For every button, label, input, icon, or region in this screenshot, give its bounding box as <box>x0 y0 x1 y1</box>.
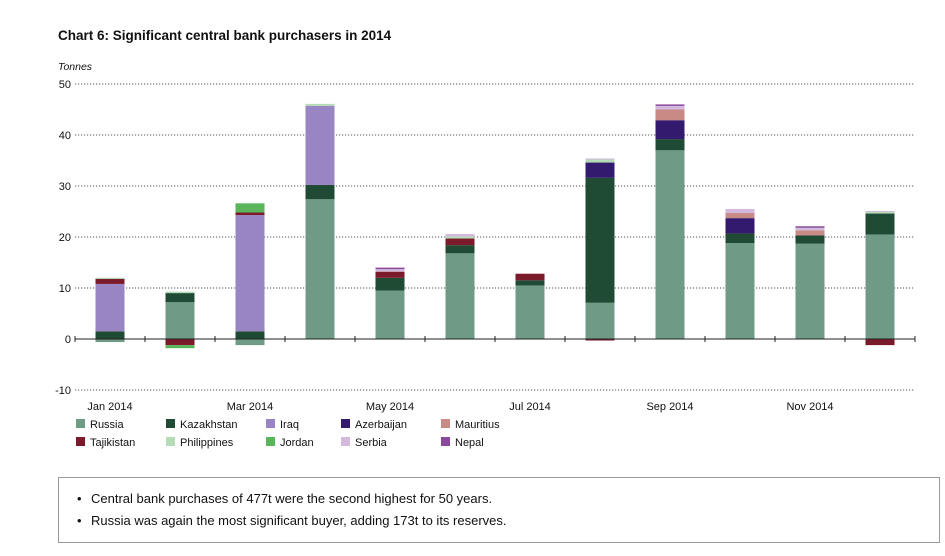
key-points-box: Central bank purchases of 477t were the … <box>58 477 940 543</box>
legend-label: Azerbaijan <box>355 419 407 431</box>
bar-segment <box>865 212 895 214</box>
bar-segment <box>305 105 335 185</box>
bar-segment <box>375 269 405 272</box>
bar-segment <box>865 234 895 339</box>
bar-segment <box>165 345 195 349</box>
bar-segment <box>95 278 125 284</box>
bar-segment <box>655 109 685 121</box>
bar-segment <box>865 213 895 235</box>
x-tick-label: Mar 2014 <box>227 401 273 413</box>
bar-segment <box>235 203 265 213</box>
bar-segment <box>655 105 685 110</box>
bar-segment <box>865 210 895 213</box>
bar-segment <box>445 253 475 339</box>
bar-segment <box>725 243 755 339</box>
bar-segment <box>305 184 335 200</box>
bar-segment <box>515 273 545 281</box>
bar-segment <box>725 208 755 214</box>
legend-swatch <box>341 419 350 428</box>
y-tick-label: 0 <box>65 334 71 346</box>
x-tick-label: May 2014 <box>366 401 414 413</box>
chart-area: Tonnes -10 0 10 20 30 40 50 Jan 2014 Mar 2014 May … <box>55 61 916 449</box>
legend-label: Russia <box>90 419 125 431</box>
legend-swatch <box>341 437 350 446</box>
x-tick-label: Jan 2014 <box>87 401 132 413</box>
bar-segment <box>725 233 755 244</box>
bar-segment <box>445 236 475 239</box>
bar-segment <box>95 277 125 279</box>
bar-segment <box>655 120 685 140</box>
bar-segment <box>235 212 265 216</box>
legend-swatch <box>76 419 85 428</box>
bar-segment <box>95 331 125 339</box>
bar-segment <box>445 238 475 246</box>
legend-swatch <box>441 437 450 446</box>
bar-segment <box>585 162 615 178</box>
bar-segment <box>585 339 615 341</box>
bar-segment <box>165 302 195 339</box>
bar-segment <box>795 243 825 339</box>
y-tick-label: 50 <box>59 79 71 91</box>
legend-swatch <box>166 437 175 446</box>
bar-segment <box>655 150 685 339</box>
y-tick-label: 20 <box>59 232 71 244</box>
chart-title: Chart 6: Significant central bank purcha… <box>58 28 392 43</box>
bar-segment <box>585 302 615 339</box>
bar-segment <box>235 339 265 346</box>
bar-segment <box>305 199 335 339</box>
bar-segment <box>235 331 265 339</box>
legend-label: Philippines <box>180 437 234 449</box>
bar-segment <box>655 104 685 106</box>
y-tick-label: -10 <box>55 385 71 397</box>
legend-label: Serbia <box>355 437 388 449</box>
y-tick-label: 30 <box>59 181 71 193</box>
bar-segment <box>375 267 405 270</box>
legend-swatch <box>266 419 275 428</box>
bar-segment <box>795 226 825 228</box>
legend-label: Kazakhstan <box>180 419 237 431</box>
bar-segment <box>795 235 825 244</box>
y-tick-label: 40 <box>59 130 71 142</box>
bar-segment <box>165 293 195 303</box>
bar-segment <box>165 291 195 294</box>
legend-label: Tajikistan <box>90 437 135 449</box>
bar-segment <box>725 213 755 219</box>
bar-segment <box>375 277 405 291</box>
bar-segment <box>585 158 615 160</box>
bar-segment <box>235 215 265 332</box>
key-point: Russia was again the most significant bu… <box>77 511 939 533</box>
bar-segment <box>795 227 825 231</box>
bar-segment <box>515 280 545 286</box>
bar-segment <box>165 339 195 346</box>
bar-segment <box>515 285 545 339</box>
legend-label: Iraq <box>280 419 299 431</box>
bar-segment <box>585 159 615 163</box>
bar-segment <box>95 339 125 343</box>
bar-segment <box>305 103 335 106</box>
bar-segment <box>655 139 685 151</box>
y-axis-label: Tonnes <box>58 61 93 73</box>
bar-segment <box>375 290 405 339</box>
bar-segment <box>865 339 895 346</box>
legend-label: Nepal <box>455 437 484 449</box>
bar-segment <box>795 230 825 236</box>
legend-label: Jordan <box>280 437 314 449</box>
x-tick-label: Jul 2014 <box>509 401 551 413</box>
bar-segment <box>585 177 615 303</box>
bar-segment <box>445 245 475 254</box>
legend-swatch <box>166 419 175 428</box>
bar-segment <box>725 218 755 234</box>
bar-segment <box>95 283 125 332</box>
y-tick-label: 10 <box>59 283 71 295</box>
legend-swatch <box>266 437 275 446</box>
x-tick-label: Sep 2014 <box>646 401 693 413</box>
key-point: Central bank purchases of 477t were the … <box>77 489 939 511</box>
legend-swatch <box>441 419 450 428</box>
bar-segment <box>375 271 405 278</box>
legend-swatch <box>76 437 85 446</box>
legend-label: Mauritius <box>455 419 500 431</box>
x-tick-label: Nov 2014 <box>786 401 833 413</box>
bar-segment <box>445 233 475 237</box>
